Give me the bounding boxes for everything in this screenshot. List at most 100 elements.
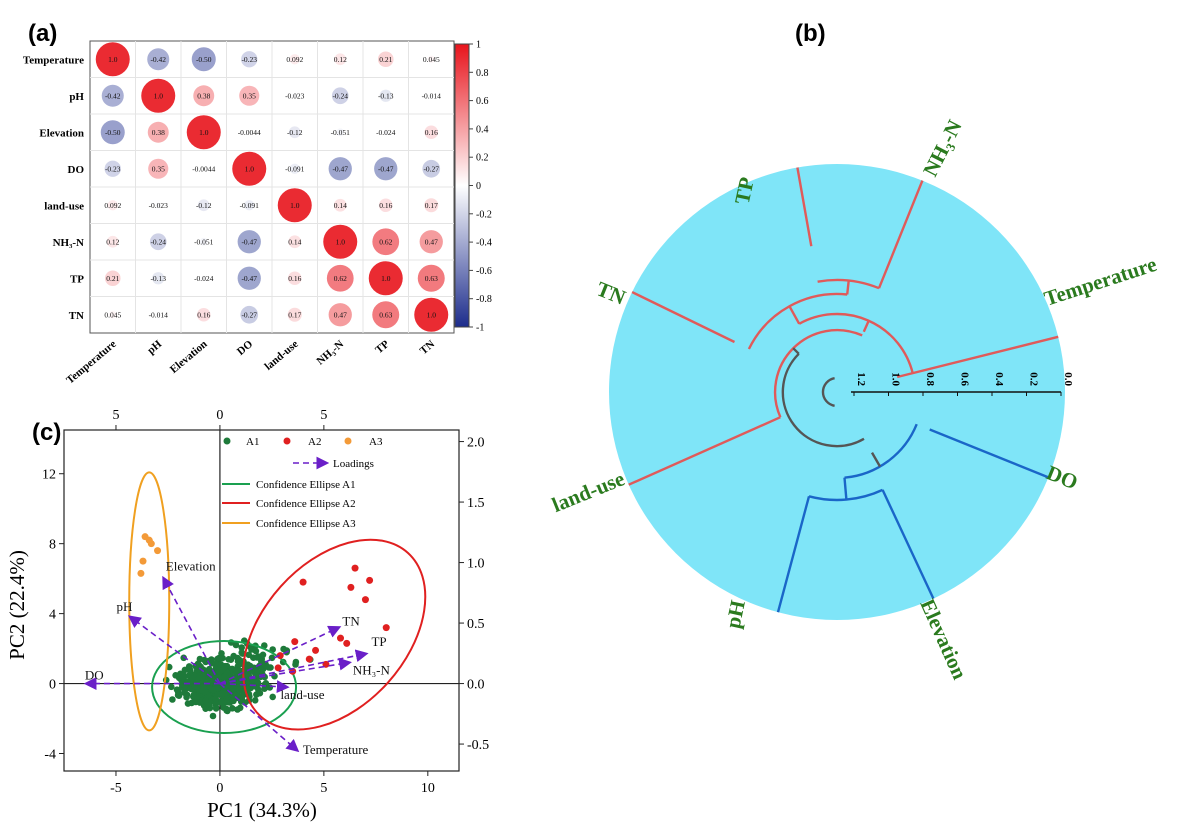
column-label: land-use [263,338,301,373]
a1-point [210,687,217,694]
x-tick-label: -5 [110,781,122,796]
correlation-value: -0.13 [150,274,166,283]
a1-point [254,668,261,675]
legend-e3-label: Confidence Ellipse A3 [256,518,356,530]
leaf-label: pH [721,598,750,630]
leaf-label: NH₃-N [918,116,967,180]
a2-point [312,647,319,654]
a3-point [140,558,147,565]
a1-point [189,675,196,682]
correlation-value: -0.051 [331,128,351,137]
correlation-value: 0.21 [106,274,119,283]
correlation-value: -0.50 [105,128,121,137]
a1-point [213,705,220,712]
row-label: TN [69,310,84,322]
a1-point [197,656,204,663]
column-label: Elevation [168,338,210,376]
a1-point [199,674,206,681]
distance-axis-tick-label: 0.6 [959,372,971,386]
right-tick-label: 2.0 [467,436,485,451]
a1-point [229,697,236,704]
correlation-value: 0.38 [197,91,210,100]
correlation-value: 0.045 [104,310,121,319]
correlation-value: 0.17 [425,201,438,210]
column-label: NH₃-N [314,338,346,367]
pca-tick-labels: -5 0 5 10-4048125 0 52.01.51.00.50.0-0.5 [42,408,489,796]
correlation-heatmap: 1.0 -0.42 -0.50 -0.23 0.092 0.12 0.21 0.045-0.4… [23,40,492,387]
correlation-value: 0.14 [334,201,347,210]
correlation-value: 1.0 [245,164,255,173]
correlation-value: 0.47 [334,310,347,319]
leaf-label: Elevation [915,595,972,683]
correlation-value: 0.47 [425,237,438,246]
confidence-ellipses [129,472,461,764]
right-tick-label: 0.0 [467,678,485,693]
leaf-label: Temperature [1041,252,1159,311]
correlation-value: -0.42 [105,91,121,100]
a1-point [175,692,182,699]
correlation-value: 0.63 [425,274,438,283]
a3-point [146,537,153,544]
correlation-value: 0.14 [288,237,301,246]
correlation-value: 1.0 [381,274,391,283]
y-tick-label: -4 [44,748,56,763]
a1-point [216,655,223,662]
column-label: DO [235,338,256,358]
correlation-value: -0.47 [378,164,394,173]
correlation-value: -0.27 [241,310,257,319]
a2-point [343,640,350,647]
loading-label: pH [117,599,133,614]
correlation-value: -0.091 [240,201,260,210]
a2-point [300,579,307,586]
correlation-value: -0.091 [285,164,305,173]
correlation-value: -0.0044 [238,128,261,137]
leaf-label: land-use [549,466,628,517]
top-tick-label: 5 [112,408,119,423]
a2-point [337,635,344,642]
a1-point [202,697,209,704]
a1-point [212,661,219,668]
distance-axis-tick-label: 0.2 [1028,372,1040,386]
panel-label-b: (b) [795,20,826,47]
colorbar-tick-label: -0.8 [476,294,492,305]
a1-point [180,673,187,680]
confidence-ellipse-a2 [207,505,461,765]
circular-dendrogram: 0.00.20.40.60.81.01.2 TemperatureNH₃-NTP… [549,116,1160,683]
correlation-value: -0.0044 [192,164,215,173]
distance-axis-tick-label: 0.0 [1062,372,1074,386]
correlation-value: 1.0 [154,91,164,100]
column-label: TN [418,338,437,357]
correlation-value: -0.42 [150,55,166,64]
panel-label-a: (a) [28,20,57,47]
a2-point [383,624,390,631]
confidence-ellipse-a3 [129,472,169,730]
a1-point [172,672,179,679]
row-label: land-use [44,200,84,212]
loading-label: Temperature [303,742,369,757]
correlation-value: 0.12 [334,55,347,64]
row-label: NH₃-N [53,237,84,249]
a1-point [262,681,269,688]
a1-point [252,697,259,704]
distance-axis-tick-label: 1.2 [855,372,867,386]
a1-point [233,668,240,675]
y-tick-label: 4 [49,608,56,623]
correlation-value: -0.014 [422,91,442,100]
correlation-value: -0.023 [149,201,169,210]
heatmap-column-labels: Temperature pH Elevation DO land-use NH₃-N TP T… [64,338,437,387]
correlation-value: 1.0 [199,128,209,137]
branch-connector [847,281,849,295]
correlation-value: 0.092 [286,55,303,64]
a1-point [269,694,276,701]
correlation-value: -0.13 [378,91,394,100]
top-tick-label: 0 [216,408,223,423]
x-tick-label: 10 [421,781,435,796]
correlation-value: 0.62 [379,237,392,246]
a3-point [137,570,144,577]
x-tick-label: 5 [320,781,327,796]
correlation-value: 0.12 [106,237,119,246]
heatmap-row-labels: TemperaturepHElevationDOland-useNH₃-NTPT… [23,54,85,322]
a1-point [225,656,232,663]
a2-point [366,577,373,584]
pca-biplot: DOpHElevationTNTPNH₃-Nland-useTemperatur… [5,408,489,822]
